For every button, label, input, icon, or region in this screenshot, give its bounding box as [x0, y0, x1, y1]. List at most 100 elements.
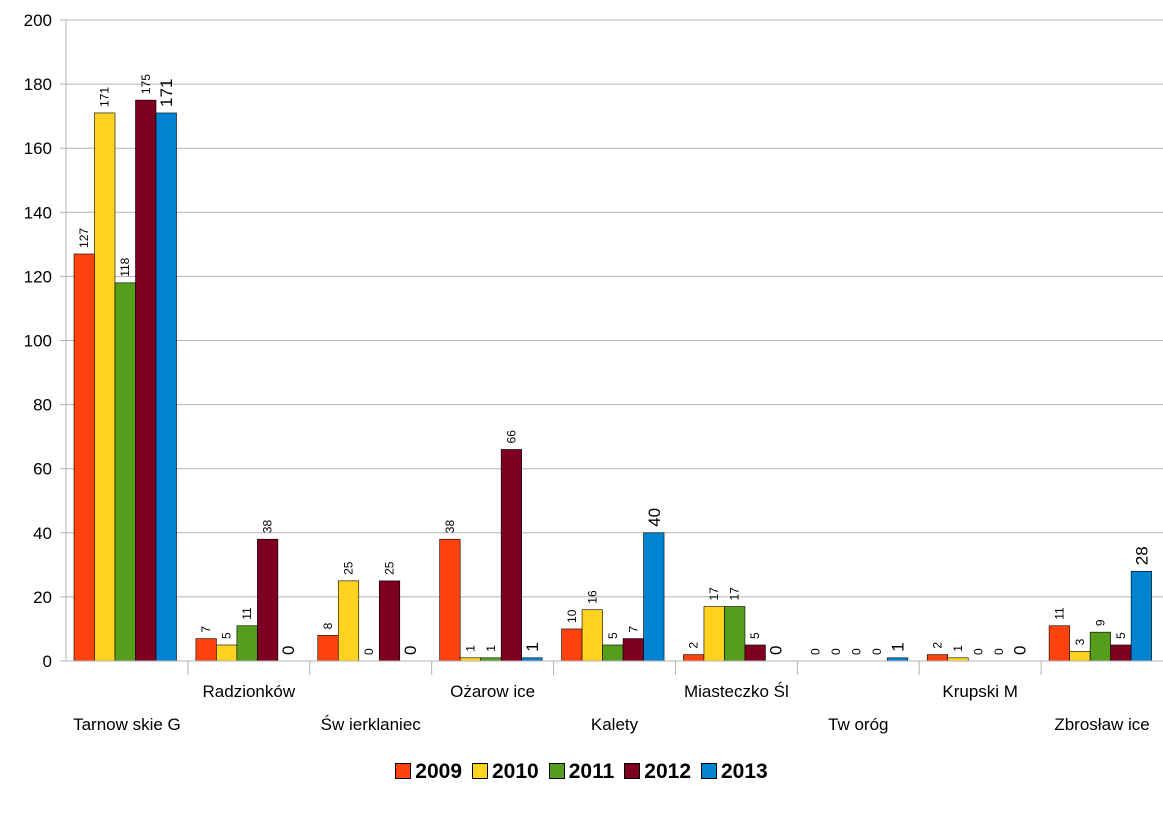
- data-label: 0: [767, 646, 786, 655]
- legend-swatch: [701, 763, 717, 779]
- bar: [317, 635, 339, 662]
- bar: [216, 644, 238, 662]
- x-category-label: Ożarow ice: [450, 682, 535, 701]
- legend: 2009 2010 2011 2012 2013: [0, 760, 1163, 784]
- data-label: 0: [809, 648, 823, 655]
- y-tick-label: 120: [24, 267, 52, 286]
- bar: [94, 112, 116, 662]
- bar: [195, 638, 217, 662]
- data-label: 11: [240, 607, 254, 620]
- data-label: 171: [157, 79, 176, 107]
- data-label: 118: [118, 257, 132, 276]
- legend-label: 2009: [415, 760, 462, 783]
- legend-label: 2013: [721, 760, 768, 783]
- data-label: 25: [342, 561, 356, 575]
- bar: [622, 638, 644, 662]
- data-label: 5: [220, 632, 234, 639]
- data-label: 17: [707, 587, 721, 601]
- y-tick-label: 0: [43, 652, 52, 671]
- data-label: 8: [321, 622, 335, 629]
- bar: [1130, 570, 1152, 662]
- legend-item: 2009: [395, 760, 462, 784]
- data-label: 0: [279, 646, 298, 655]
- bar: [602, 644, 624, 662]
- legend-swatch: [548, 763, 565, 779]
- x-category-label: Krupski M: [942, 682, 1018, 701]
- bar: [378, 580, 401, 662]
- bar: [703, 606, 725, 662]
- data-label: 171: [98, 87, 112, 107]
- data-label: 0: [401, 646, 420, 655]
- bar: [439, 538, 461, 662]
- data-label: 40: [645, 508, 664, 527]
- bar: [744, 644, 766, 662]
- data-label: 1: [951, 645, 965, 652]
- data-label: 3: [1073, 638, 1087, 645]
- bar: [926, 654, 949, 662]
- bar: [135, 99, 157, 662]
- legend-swatch: [395, 763, 412, 779]
- data-label: 5: [606, 632, 620, 639]
- x-category-label: Tw oróg: [828, 715, 888, 734]
- bar: [561, 628, 583, 662]
- legend-label: 2010: [492, 760, 539, 783]
- data-label: 5: [748, 632, 762, 639]
- data-label: 28: [1132, 546, 1151, 565]
- y-tick-label: 80: [33, 396, 52, 415]
- bar: [1048, 625, 1070, 662]
- y-tick-label: 40: [33, 524, 52, 543]
- data-label: 25: [383, 561, 397, 575]
- y-tick-label: 100: [24, 332, 52, 351]
- data-label: 38: [443, 520, 457, 534]
- bar: [683, 654, 705, 662]
- bar: [643, 532, 665, 662]
- bar: [724, 606, 746, 662]
- x-category-label: Zbrosław ice: [1054, 715, 1149, 734]
- data-label: 127: [77, 228, 91, 248]
- data-label: 11: [1052, 607, 1066, 620]
- bar: [500, 449, 522, 662]
- data-label: 38: [261, 520, 275, 534]
- bar: [581, 609, 603, 662]
- data-label: 10: [565, 609, 579, 623]
- legend-item: 2010: [472, 760, 539, 784]
- data-label: 0: [850, 648, 864, 655]
- y-tick-label: 180: [24, 75, 52, 94]
- y-tick-label: 200: [24, 11, 52, 30]
- data-label: 0: [992, 648, 1006, 655]
- data-label: 1: [523, 642, 542, 651]
- data-label: 175: [139, 74, 153, 94]
- bar: [73, 253, 95, 662]
- data-label: 2: [687, 642, 701, 649]
- x-category-label: Radzionków: [203, 682, 296, 701]
- data-label: 0: [362, 648, 376, 655]
- gridlines: [66, 19, 1163, 598]
- y-tick-label: 60: [33, 460, 52, 479]
- data-label: 7: [199, 626, 213, 633]
- data-label: 2: [930, 642, 944, 649]
- x-category-label: Tarnow skie G: [73, 715, 181, 734]
- bar: [114, 282, 136, 662]
- y-tick-label: 140: [24, 203, 52, 222]
- data-label: 7: [626, 626, 640, 633]
- bar: [337, 580, 360, 662]
- legend-label: 2011: [568, 760, 615, 783]
- x-category-label: Miasteczko Śl: [684, 682, 789, 701]
- data-label: 0: [870, 648, 884, 655]
- bar: [257, 538, 279, 662]
- data-label: 9: [1093, 619, 1107, 626]
- x-category-label: Św ierklaniec: [321, 715, 422, 734]
- legend-swatch: [472, 763, 488, 779]
- legend-item: 2012: [624, 760, 691, 784]
- bar: [1089, 631, 1111, 662]
- data-label: 17: [728, 587, 742, 601]
- data-label: 5: [1114, 632, 1128, 639]
- y-tick-label: 160: [24, 139, 52, 158]
- data-label: 16: [585, 590, 599, 604]
- data-label: 0: [971, 648, 985, 655]
- bar: [155, 112, 177, 662]
